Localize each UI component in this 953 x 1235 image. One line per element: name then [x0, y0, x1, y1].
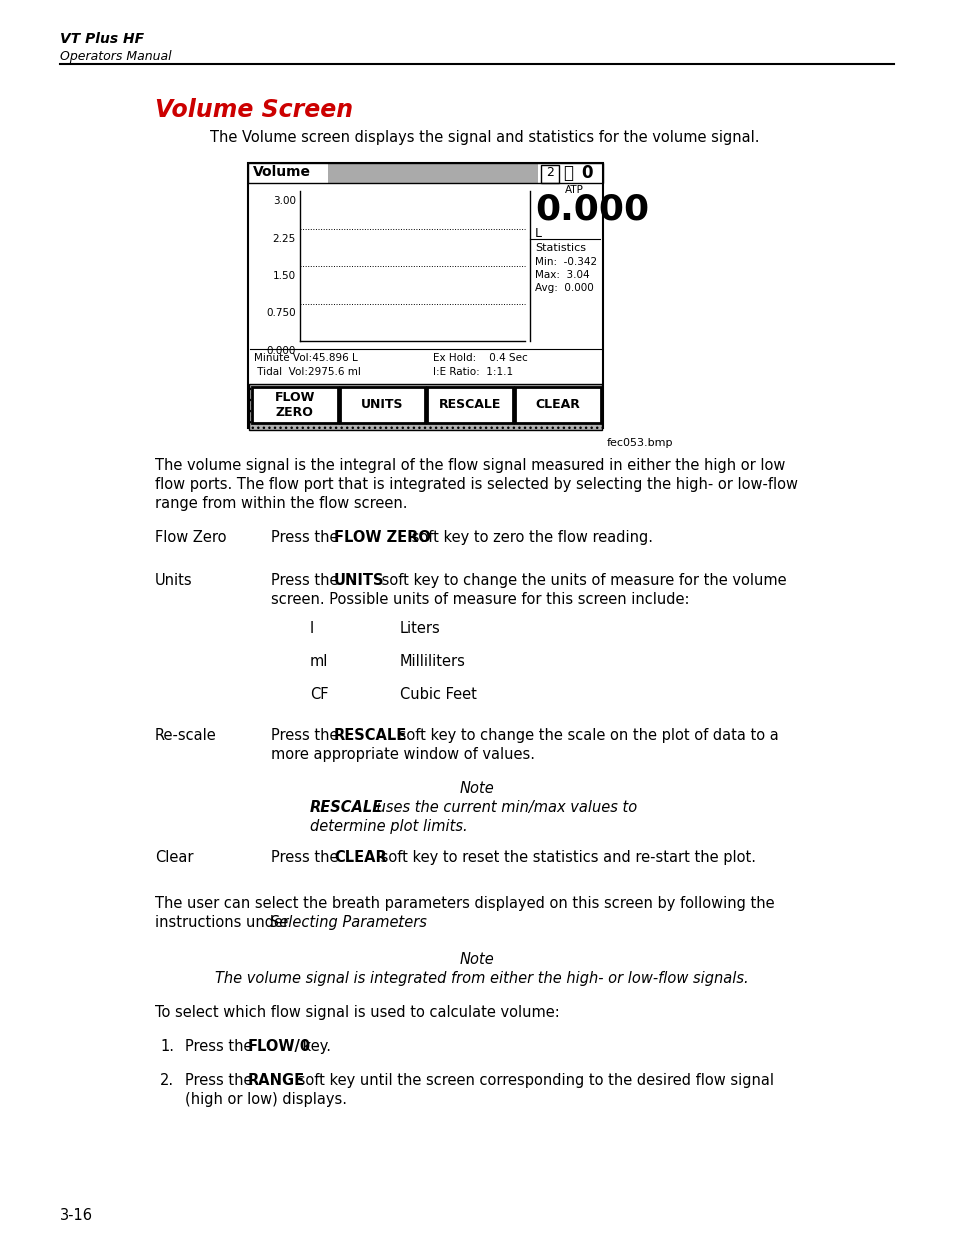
Text: Note: Note — [459, 781, 494, 797]
Text: Press the: Press the — [185, 1073, 257, 1088]
Text: FLOW/0: FLOW/0 — [248, 1039, 311, 1053]
Text: Press the: Press the — [271, 727, 343, 743]
Text: CLEAR: CLEAR — [536, 399, 580, 411]
Text: 1.: 1. — [160, 1039, 173, 1053]
Text: more appropriate window of values.: more appropriate window of values. — [271, 747, 535, 762]
Text: 1.50: 1.50 — [273, 270, 295, 282]
Text: 0: 0 — [580, 164, 592, 182]
Text: CF: CF — [310, 687, 328, 701]
Text: RESCALE: RESCALE — [310, 800, 383, 815]
Bar — [248, 163, 602, 429]
Text: Volume Screen: Volume Screen — [154, 98, 353, 122]
Text: Note: Note — [459, 952, 494, 967]
Text: The volume signal is integrated from either the high- or low-flow signals.: The volume signal is integrated from eit… — [214, 971, 748, 986]
Text: key.: key. — [297, 1039, 331, 1053]
Text: Press the: Press the — [185, 1039, 257, 1053]
Text: FLOW ZERO: FLOW ZERO — [334, 530, 431, 545]
Text: (high or low) displays.: (high or low) displays. — [185, 1092, 347, 1107]
Text: Milliliters: Milliliters — [399, 655, 465, 669]
Text: ml: ml — [310, 655, 328, 669]
Text: screen. Possible units of measure for this screen include:: screen. Possible units of measure for th… — [271, 592, 689, 606]
Text: FLOW
ZERO: FLOW ZERO — [274, 391, 314, 419]
Text: 0.000: 0.000 — [535, 193, 648, 227]
Text: Units: Units — [154, 573, 193, 588]
Text: Minute Vol:45.896 L: Minute Vol:45.896 L — [253, 353, 357, 363]
Text: 3-16: 3-16 — [60, 1208, 92, 1223]
Text: 2.: 2. — [160, 1073, 174, 1088]
Text: Press the: Press the — [271, 573, 343, 588]
Text: instructions under: instructions under — [154, 915, 294, 930]
Text: RESCALE: RESCALE — [438, 399, 501, 411]
Text: UNITS: UNITS — [334, 573, 384, 588]
Text: 2: 2 — [545, 165, 554, 179]
Text: fec053.bmp: fec053.bmp — [606, 438, 673, 448]
Text: Liters: Liters — [399, 621, 440, 636]
Text: The user can select the breath parameters displayed on this screen by following : The user can select the breath parameter… — [154, 897, 774, 911]
Bar — [515, 387, 600, 424]
Text: To select which flow signal is used to calculate volume:: To select which flow signal is used to c… — [154, 1005, 559, 1020]
Text: 0.750: 0.750 — [266, 309, 295, 319]
Text: I:E Ratio:  1:1.1: I:E Ratio: 1:1.1 — [433, 367, 513, 377]
Text: soft key to change the scale on the plot of data to a: soft key to change the scale on the plot… — [394, 727, 778, 743]
Text: range from within the flow screen.: range from within the flow screen. — [154, 496, 407, 511]
Bar — [248, 163, 602, 183]
Text: soft key until the screen corresponding to the desired flow signal: soft key until the screen corresponding … — [293, 1073, 773, 1088]
Text: The Volume screen displays the signal and statistics for the volume signal.: The Volume screen displays the signal an… — [210, 130, 759, 144]
Text: Operators Manual: Operators Manual — [60, 49, 172, 63]
Text: RANGE: RANGE — [248, 1073, 305, 1088]
Text: Tidal  Vol:2975.6 ml: Tidal Vol:2975.6 ml — [253, 367, 360, 377]
Text: Clear: Clear — [154, 850, 193, 864]
Bar — [339, 387, 425, 424]
Bar — [252, 387, 337, 424]
Text: soft key to reset the statistics and re-start the plot.: soft key to reset the statistics and re-… — [375, 850, 755, 864]
Text: Re-scale: Re-scale — [154, 727, 216, 743]
Text: soft key to zero the flow reading.: soft key to zero the flow reading. — [407, 530, 652, 545]
Text: RESCALE: RESCALE — [334, 727, 407, 743]
Text: flow ports. The flow port that is integrated is selected by selecting the high- : flow ports. The flow port that is integr… — [154, 477, 797, 492]
Bar — [328, 163, 537, 183]
Bar — [249, 384, 601, 430]
Bar — [540, 165, 558, 183]
Text: ⏻: ⏻ — [562, 164, 573, 182]
Text: Min:  -0.342: Min: -0.342 — [535, 257, 597, 267]
Text: uses the current min/max values to: uses the current min/max values to — [372, 800, 637, 815]
Text: UNITS: UNITS — [361, 399, 403, 411]
Text: Max:  3.04: Max: 3.04 — [535, 270, 589, 280]
Text: Selecting Parameters: Selecting Parameters — [270, 915, 426, 930]
Text: soft key to change the units of measure for the volume: soft key to change the units of measure … — [376, 573, 786, 588]
Text: Ex Hold:    0.4 Sec: Ex Hold: 0.4 Sec — [433, 353, 527, 363]
Bar — [427, 387, 513, 424]
Text: Press the: Press the — [271, 530, 343, 545]
Text: Flow Zero: Flow Zero — [154, 530, 226, 545]
Text: Volume: Volume — [253, 165, 311, 179]
Text: VT Plus HF: VT Plus HF — [60, 32, 144, 46]
Text: 2.25: 2.25 — [273, 233, 295, 243]
Bar — [248, 163, 328, 183]
Text: 3.00: 3.00 — [273, 196, 295, 206]
Text: ATP: ATP — [564, 185, 583, 195]
Text: 0.000: 0.000 — [266, 346, 295, 356]
Text: Press the: Press the — [271, 850, 343, 864]
Text: L: L — [535, 227, 541, 240]
Text: Statistics: Statistics — [535, 243, 585, 253]
Text: .: . — [395, 915, 400, 930]
Text: Cubic Feet: Cubic Feet — [399, 687, 476, 701]
Text: CLEAR: CLEAR — [334, 850, 386, 864]
Text: Avg:  0.000: Avg: 0.000 — [535, 283, 593, 293]
Text: The volume signal is the integral of the flow signal measured in either the high: The volume signal is the integral of the… — [154, 458, 784, 473]
Text: determine plot limits.: determine plot limits. — [310, 819, 467, 834]
Text: l: l — [310, 621, 314, 636]
